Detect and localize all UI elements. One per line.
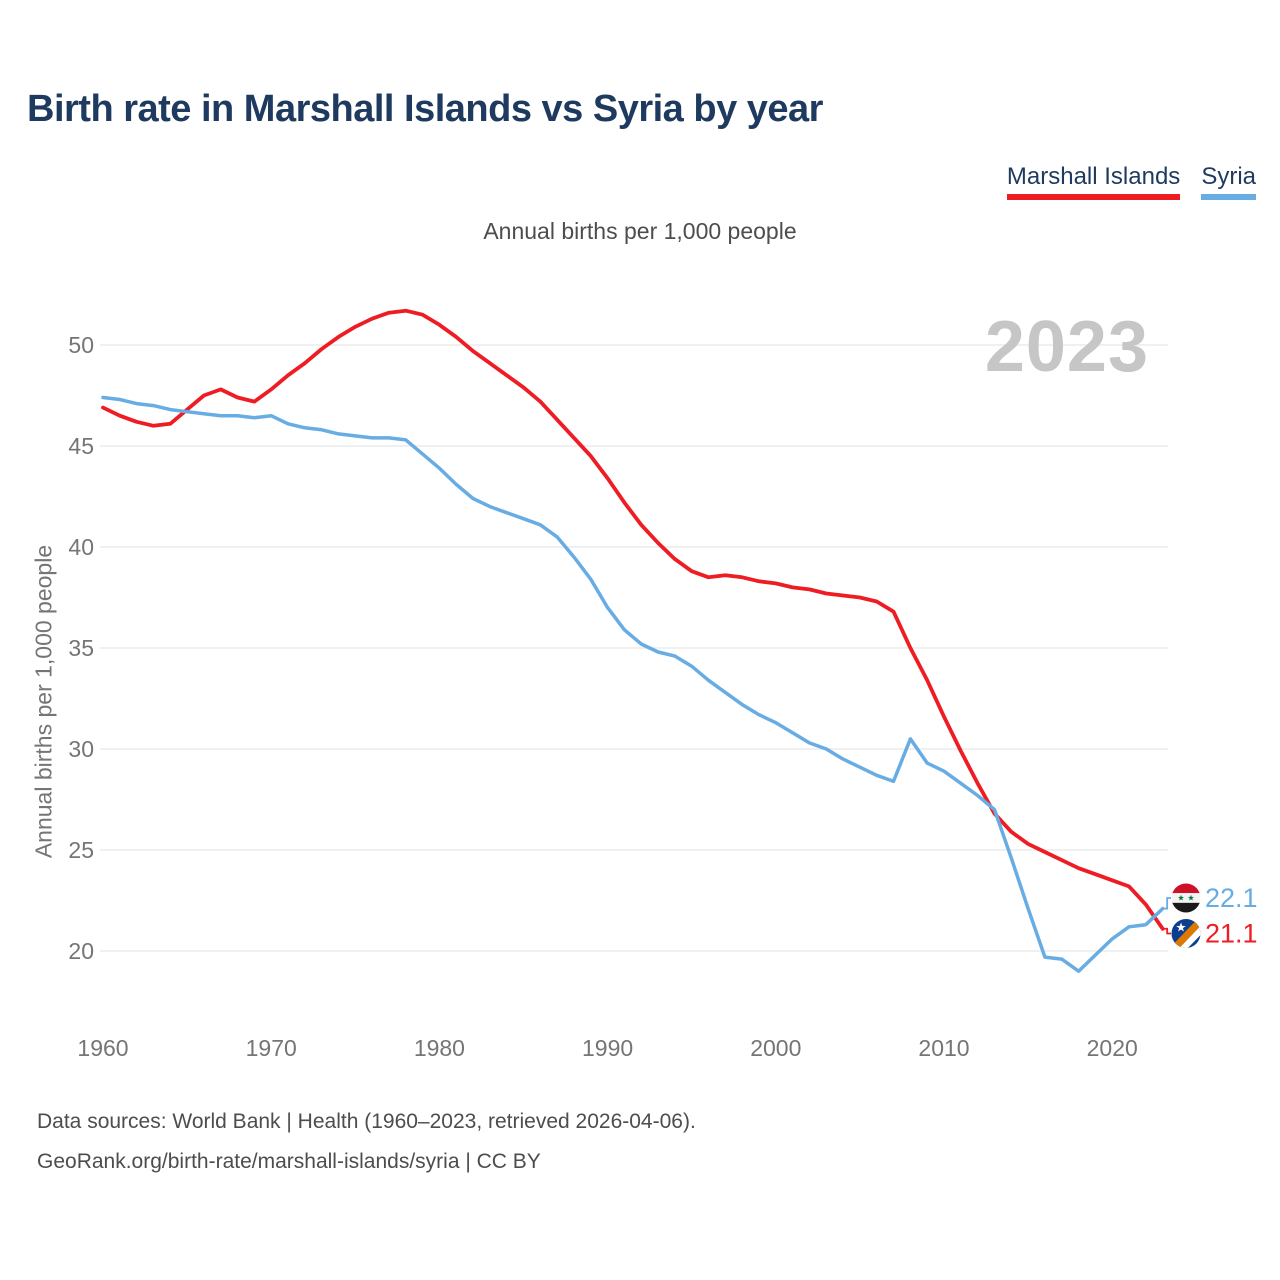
marshall-islands-end-value-label: 21.1	[1205, 919, 1258, 949]
watermark-year: 2023	[985, 307, 1149, 387]
y-tick-label: 50	[68, 332, 94, 358]
legend-item-marshall-islands[interactable]: Marshall Islands	[1006, 163, 1181, 200]
syria-endpoint-connector	[1162, 897, 1171, 910]
legend-color-bar-marshall-islands	[1006, 194, 1181, 200]
marshall-islands-endpoint-connector	[1162, 927, 1171, 935]
y-tick-label: 30	[68, 736, 94, 762]
syria-end-value-label: 22.1	[1205, 883, 1258, 913]
x-tick-label: 2010	[918, 1035, 969, 1061]
x-tick-label: 2020	[1087, 1035, 1138, 1061]
chart-subtitle: Annual births per 1,000 people	[483, 218, 797, 244]
legend-item-syria[interactable]: Syria	[1201, 163, 1256, 200]
y-tick-label: 25	[68, 837, 94, 863]
series-line-marshall-islands	[101, 308, 1165, 931]
legend: Marshall Islands Syria	[1006, 163, 1256, 200]
x-tick-label: 1980	[414, 1035, 465, 1061]
legend-label: Marshall Islands	[1006, 163, 1181, 190]
legend-color-bar-syria	[1201, 194, 1256, 200]
y-tick-label: 20	[68, 938, 94, 964]
series-line-syria	[101, 395, 1165, 973]
legend-label: Syria	[1201, 163, 1256, 190]
x-tick-label: 2000	[750, 1035, 801, 1061]
footer-attribution: GeoRank.org/birth-rate/marshall-islands/…	[37, 1150, 541, 1173]
y-tick-label: 40	[68, 534, 94, 560]
footer-data-sources: Data sources: World Bank | Health (1960–…	[37, 1110, 696, 1133]
x-tick-label: 1970	[246, 1035, 297, 1061]
footer: Data sources: World Bank | Health (1960–…	[37, 1102, 696, 1182]
x-tick-label: 1990	[582, 1035, 633, 1061]
syria-flag-icon	[1171, 883, 1201, 913]
marshall-islands-flag-icon	[1171, 919, 1201, 948]
page-title: Birth rate in Marshall Islands vs Syria …	[27, 88, 823, 130]
y-tick-label: 45	[68, 433, 94, 459]
y-tick-label: 35	[68, 635, 94, 661]
x-tick-label: 1960	[77, 1035, 128, 1061]
